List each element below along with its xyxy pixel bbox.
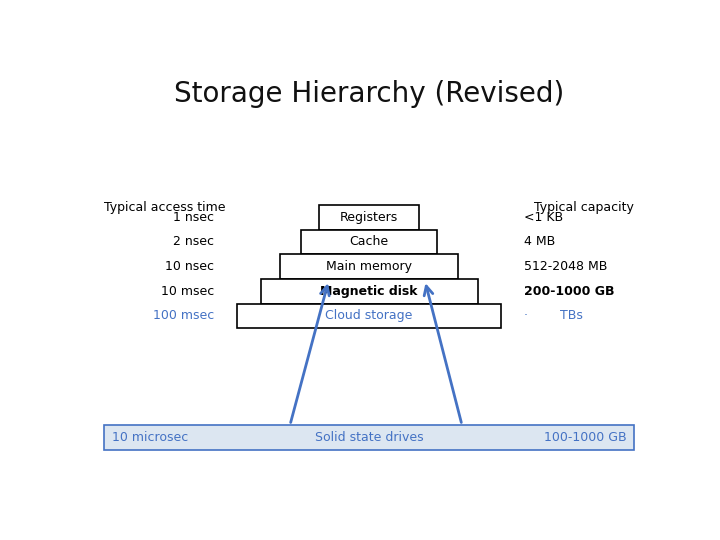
Text: 100 msec: 100 msec: [153, 309, 214, 322]
Text: Solid state drives: Solid state drives: [315, 431, 423, 444]
Text: 100-1000 GB: 100-1000 GB: [544, 431, 626, 444]
Bar: [280, 254, 458, 279]
Text: <1 KB: <1 KB: [524, 211, 563, 224]
Text: Cloud storage: Cloud storage: [325, 309, 413, 322]
Text: 10 microsec: 10 microsec: [112, 431, 188, 444]
Text: Registers: Registers: [340, 211, 398, 224]
Text: Typical capacity: Typical capacity: [534, 201, 634, 214]
Bar: [301, 230, 437, 254]
Text: 10 nsec: 10 nsec: [165, 260, 214, 273]
Bar: [319, 205, 419, 229]
Text: 2 nsec: 2 nsec: [173, 235, 214, 248]
Text: Storage Hierarchy (Revised): Storage Hierarchy (Revised): [174, 80, 564, 108]
Text: Main memory: Main memory: [326, 260, 412, 273]
Bar: [104, 425, 634, 450]
Text: 1 nsec: 1 nsec: [173, 211, 214, 224]
Text: 4 MB: 4 MB: [524, 235, 555, 248]
Text: 512-2048 MB: 512-2048 MB: [524, 260, 608, 273]
Text: ·        TBs: · TBs: [524, 309, 583, 322]
Text: Cache: Cache: [349, 235, 389, 248]
Bar: [261, 279, 477, 303]
Text: Typical access time: Typical access time: [104, 201, 225, 214]
Text: Magnetic disk: Magnetic disk: [320, 285, 418, 298]
Text: 200-1000 GB: 200-1000 GB: [524, 285, 614, 298]
Text: 10 msec: 10 msec: [161, 285, 214, 298]
Bar: [238, 303, 500, 328]
